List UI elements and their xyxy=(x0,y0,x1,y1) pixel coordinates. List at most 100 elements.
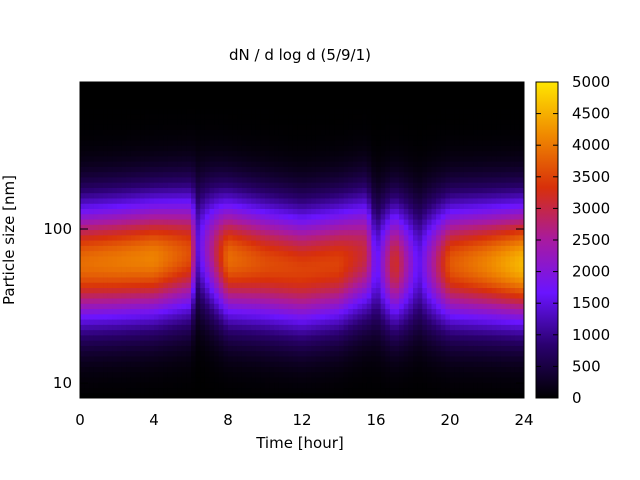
heatmap-cell xyxy=(154,287,160,294)
heatmap-cell xyxy=(288,240,294,246)
heatmap-cell xyxy=(413,187,419,194)
heatmap-cell xyxy=(417,329,423,336)
heatmap-cell xyxy=(98,187,104,194)
heatmap-cell xyxy=(325,224,331,231)
heatmap-cell xyxy=(325,366,331,373)
heatmap-cell xyxy=(84,224,90,231)
heatmap-cell xyxy=(269,313,275,320)
heatmap-cell xyxy=(269,371,275,378)
heatmap-cell xyxy=(450,319,456,325)
heatmap-cell xyxy=(454,297,460,304)
heatmap-cell xyxy=(103,361,109,367)
heatmap-cell xyxy=(117,319,123,325)
heatmap-cell xyxy=(163,282,169,288)
heatmap-cell xyxy=(130,113,137,120)
heatmap-cell xyxy=(80,97,86,104)
heatmap-cell xyxy=(325,176,331,183)
heatmap-cell xyxy=(399,155,405,162)
heatmap-cell xyxy=(158,124,164,130)
heatmap-cell xyxy=(376,287,382,294)
heatmap-cell xyxy=(371,155,377,162)
heatmap-cell xyxy=(228,82,234,88)
heatmap-cell xyxy=(260,376,266,383)
heatmap-cell xyxy=(292,350,298,357)
heatmap-cell xyxy=(436,297,442,304)
heatmap-cell xyxy=(325,234,331,241)
heatmap-cell xyxy=(260,261,266,267)
heatmap-cell xyxy=(107,297,113,304)
heatmap-cell xyxy=(98,282,104,288)
heatmap-cell xyxy=(315,118,322,125)
heatmap-cell xyxy=(218,345,224,352)
heatmap-cell xyxy=(149,108,155,115)
heatmap-cell xyxy=(163,103,169,109)
heatmap-cell xyxy=(228,361,234,367)
heatmap-cell xyxy=(214,213,220,220)
heatmap-cell xyxy=(348,161,354,167)
heatmap-cell xyxy=(436,345,442,352)
heatmap-cell xyxy=(283,245,289,252)
heatmap-cell xyxy=(352,382,359,389)
heatmap-cell xyxy=(422,92,428,99)
heatmap-cell xyxy=(112,287,118,294)
heatmap-cell xyxy=(107,334,113,341)
heatmap-cell xyxy=(389,139,396,146)
heatmap-cell xyxy=(320,145,326,152)
heatmap-cell xyxy=(121,376,127,383)
heatmap-cell xyxy=(135,371,141,378)
heatmap-cell xyxy=(237,371,243,378)
heatmap-cell xyxy=(167,287,174,294)
heatmap-cell xyxy=(218,255,224,262)
heatmap-cell xyxy=(232,329,238,336)
heatmap-cell xyxy=(218,266,224,273)
heatmap-cell xyxy=(357,340,363,346)
heatmap-cell xyxy=(154,371,160,378)
heatmap-cell xyxy=(334,276,340,283)
heatmap-cell xyxy=(121,250,127,257)
heatmap-cell xyxy=(172,340,178,346)
heatmap-cell xyxy=(260,150,266,157)
heatmap-cell xyxy=(362,282,368,288)
heatmap-cell xyxy=(329,366,335,373)
heatmap-cell xyxy=(459,334,465,341)
heatmap-cell xyxy=(376,145,382,152)
heatmap-cell xyxy=(163,355,169,362)
heatmap-cell xyxy=(403,224,409,231)
heatmap-cell xyxy=(422,224,428,231)
heatmap-cell xyxy=(454,176,460,183)
heatmap-cell xyxy=(459,345,465,352)
heatmap-cell xyxy=(315,113,322,120)
heatmap-cell xyxy=(232,334,238,341)
heatmap-cell xyxy=(144,376,150,383)
heatmap-cell xyxy=(283,340,289,346)
heatmap-cell xyxy=(214,218,220,225)
chart-title: dN / d log d (5/9/1) xyxy=(229,46,371,64)
heatmap-cell xyxy=(84,340,90,346)
heatmap-cell xyxy=(195,213,201,220)
heatmap-cell xyxy=(357,297,363,304)
heatmap-cell xyxy=(431,208,437,215)
heatmap-cell xyxy=(204,124,211,130)
heatmap-cell xyxy=(177,150,183,157)
heatmap-cell xyxy=(223,92,229,99)
heatmap-cell xyxy=(371,350,377,357)
heatmap-cell xyxy=(218,150,224,157)
heatmap-cell xyxy=(140,255,146,262)
heatmap-cell xyxy=(237,319,243,325)
heatmap-cell xyxy=(380,108,386,115)
heatmap-cell xyxy=(436,255,442,262)
heatmap-cell xyxy=(228,292,234,299)
heatmap-cell xyxy=(126,118,132,125)
heatmap-cell xyxy=(320,392,326,398)
heatmap-cell xyxy=(98,118,104,125)
heatmap-cell xyxy=(167,118,174,125)
heatmap-cell xyxy=(232,108,238,115)
heatmap-cell xyxy=(283,382,289,389)
heatmap-cell xyxy=(343,376,349,383)
heatmap-cell xyxy=(89,171,95,178)
heatmap-cell xyxy=(218,366,224,373)
heatmap-cell xyxy=(431,139,437,146)
heatmap-cell xyxy=(135,97,141,104)
heatmap-cell xyxy=(436,224,442,231)
heatmap-cell xyxy=(186,334,192,341)
